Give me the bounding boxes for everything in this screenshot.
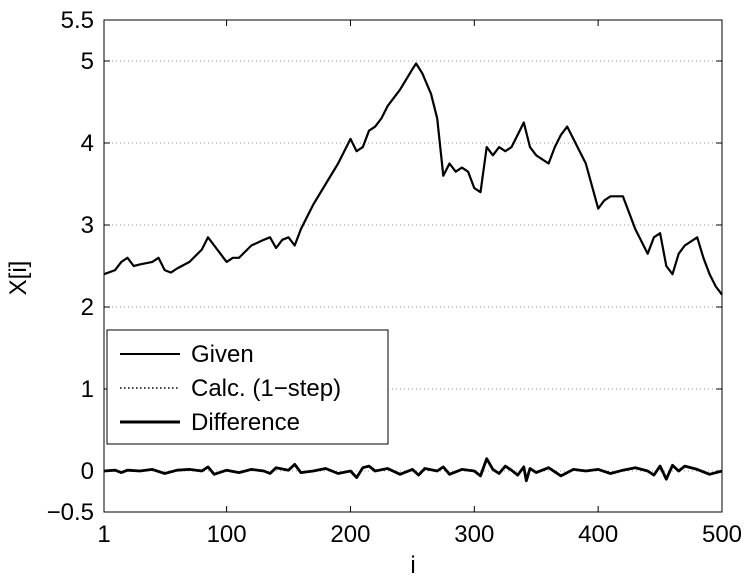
y-tick-label: 2 (81, 294, 94, 321)
plot-area (103, 19, 723, 513)
axis-ticks: −0.5 0 1 2 3 4 5 5.5 1 100 200 300 400 500 (47, 7, 742, 548)
legend-box (106, 329, 389, 445)
y-tick-label: 3 (81, 212, 94, 239)
legend-label-given: Given (191, 341, 254, 368)
series-line-1 (103, 62, 723, 296)
legend-label-difference: Difference (191, 409, 300, 436)
series-line-2 (103, 457, 723, 483)
x-tick-label: 500 (702, 521, 742, 548)
x-tick-label: 1 (97, 521, 110, 548)
y-tick-label: 5.5 (61, 7, 94, 34)
x-tick-label: 200 (330, 521, 370, 548)
y-tick-label: 5 (81, 48, 94, 75)
x-axis-title: i (410, 552, 415, 577)
series-layer (103, 62, 723, 483)
y-axis-title: X[i] (5, 261, 32, 296)
legend: Given Calc. (1−step) Difference (106, 329, 389, 445)
x-tick-label: 300 (454, 521, 494, 548)
x-tick-label: 100 (207, 521, 247, 548)
legend-label-calc: Calc. (1−step) (191, 375, 341, 402)
y-tick-label: 1 (81, 376, 94, 403)
x-tick-label: 400 (578, 521, 618, 548)
y-tick-label: 0 (81, 458, 94, 485)
y-tick-label: −0.5 (47, 499, 94, 526)
y-tick-label: 4 (81, 130, 94, 157)
